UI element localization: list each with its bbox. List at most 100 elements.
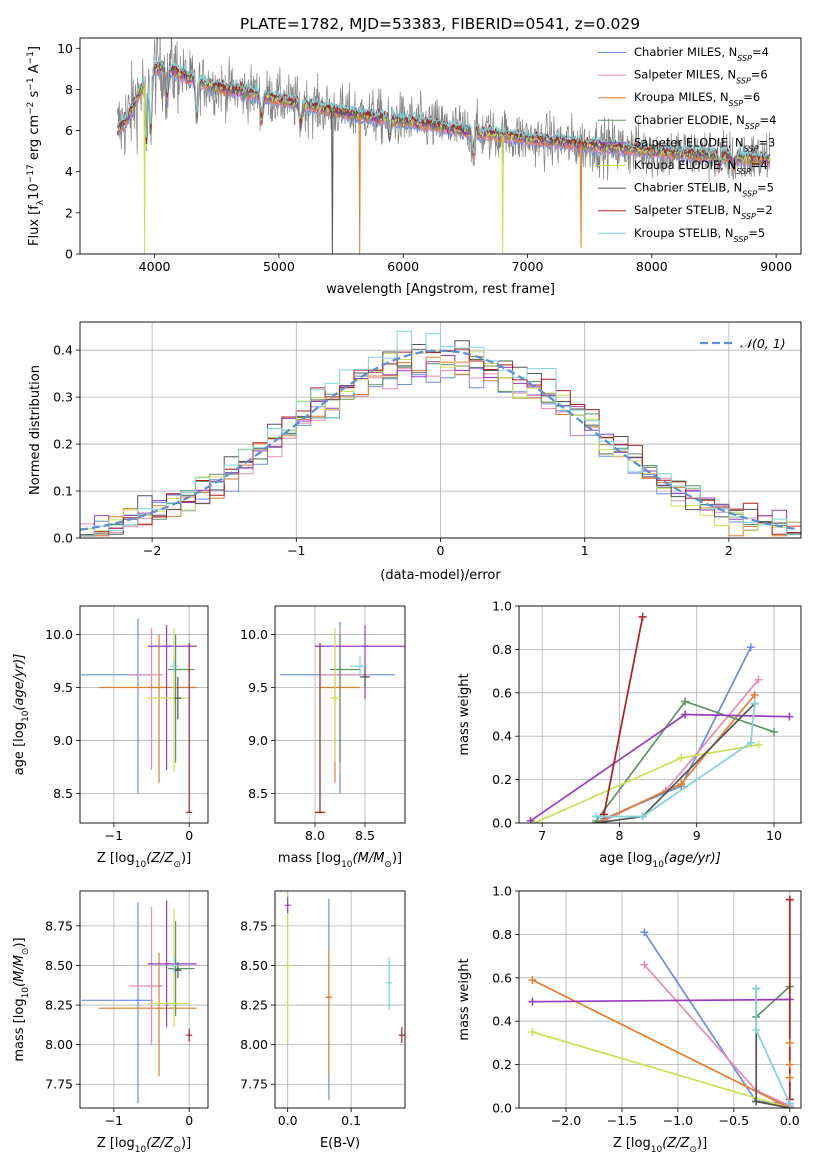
label-part: E(B-V): [320, 1136, 360, 1151]
histogram-step: [80, 330, 801, 538]
label-part: 10: [341, 860, 353, 870]
plus-marker: [677, 753, 686, 762]
x-tick-label: −1.0: [663, 1113, 693, 1128]
x-tick-label: 0.1: [341, 1113, 361, 1128]
y-tick-label: 9.0: [248, 733, 268, 748]
label-part: mass [log: [278, 851, 341, 866]
label-part: ⊙: [21, 948, 31, 956]
y-tick-label: 0.2: [492, 772, 512, 787]
y-tick-label: 8.5: [53, 786, 73, 801]
axes-mass-weight-vs-Z: −2.0 −1.5 −1.0 −0.5 0.0 0.0 0.2 0.4 0.6 0.8 1.0 Z […: [457, 884, 802, 1155]
legend-text: Chabrier STELIB, N: [634, 181, 742, 195]
plus-marker: [677, 779, 686, 788]
plot-area-age-vs-mass: [280, 621, 405, 814]
y-tick-label: 9.5: [248, 680, 268, 695]
x-tick-label: 7000: [512, 259, 544, 274]
x-tick-label: 8.5: [355, 828, 375, 843]
x-tick-label: 8: [615, 828, 623, 843]
label-part: wavelength [Angstrom, rest frame]: [326, 282, 555, 297]
label-part: 10: [652, 860, 664, 870]
label-part: erg cm: [27, 115, 42, 164]
x-axis-label: Z [log10(Z/Z⊙)]: [613, 1136, 707, 1155]
y-tick-label: 8.25: [45, 998, 73, 1013]
plot-area-mass-weight-vs-age: [526, 612, 794, 823]
y-tick-label: 0.8: [492, 927, 512, 942]
label-part: Z [log: [613, 1136, 651, 1151]
plus-marker: [640, 928, 649, 937]
y-tick-label: 0.4: [492, 729, 512, 744]
axes-frame: [274, 605, 406, 824]
y-tick-label: 0.0: [492, 816, 512, 831]
label-part: A: [27, 64, 42, 77]
label-part: −17: [26, 164, 36, 183]
axes-mass-vs-Z: −1 07.758.008.258.508.75Z [log10(Z/Z⊙)]ma…: [12, 890, 209, 1155]
plus-marker: [530, 819, 539, 823]
y-tick-label: 8.5: [248, 786, 268, 801]
legend-entry: Salpeter STELIB, NSSP=2: [634, 203, 773, 221]
y-tick-label: 9.5: [53, 680, 73, 695]
x-tick-label: 5000: [263, 259, 295, 274]
plus-marker: [746, 738, 755, 747]
label-part: (Z/Z: [146, 1136, 174, 1151]
plot-area-mass-vs-Z: [81, 900, 197, 1104]
label-part: )]: [392, 851, 402, 866]
label-part: ⊙: [384, 860, 392, 870]
axes-mass-vs-EBV: 0.0 0.1 7.75 8.00 8.25 8.50 8.75 E(B-V): [240, 890, 406, 1151]
x-tick-label: −1: [105, 1113, 123, 1128]
plus-marker: [769, 727, 778, 736]
weight-series-line: [643, 931, 790, 1105]
plot-area-spectrum: [116, 38, 771, 254]
legend-entry: Salpeter ELODIE, NSSP=3: [634, 135, 775, 153]
axes-frame: [79, 37, 802, 255]
axes-frame: [274, 890, 406, 1109]
plus-marker: [752, 1097, 761, 1106]
plot-area-residuals: [80, 330, 801, 538]
y-tick-label: 0.1: [53, 484, 73, 499]
x-axis-label: mass [log10(M/M⊙)]: [278, 851, 402, 870]
figure-title: PLATE=1782, MJD=53383, FIBERID=0541, z=0…: [240, 15, 640, 33]
x-tick-label: 0: [437, 543, 445, 558]
legend-suffix: =6: [743, 90, 760, 104]
axes-frame: [79, 605, 209, 824]
label-part: (M/M: [353, 851, 385, 866]
plus-marker: [752, 984, 761, 993]
x-tick-label: 9000: [760, 259, 792, 274]
model-spectrum-line: [116, 57, 770, 164]
y-tick-label: 8.00: [45, 1037, 73, 1052]
plot-area-mass-vs-EBV: [284, 894, 405, 1101]
x-tick-label: 8000: [636, 259, 668, 274]
y-tick-label: 9.0: [53, 733, 73, 748]
y-tick-label: 6: [65, 123, 73, 138]
plus-marker: [528, 1028, 537, 1037]
legend-suffix: =5: [757, 181, 774, 195]
label-part: mass weight: [457, 673, 472, 755]
y-tick-label: 8.50: [240, 958, 268, 973]
label-part: age [log: [599, 851, 652, 866]
x-axis-label: E(B-V): [320, 1136, 360, 1151]
x-tick-label: 2: [725, 543, 733, 558]
label-part: −2: [26, 102, 36, 115]
label-part: 10: [135, 1145, 147, 1155]
y-axis-label: mass weight: [457, 673, 472, 755]
y-tick-label: 0.2: [53, 437, 73, 452]
y-tick-label: 7.75: [45, 1077, 73, 1092]
absorption-spike: [331, 110, 334, 254]
axes-frame: [518, 890, 802, 1109]
legend-sub: SSP: [736, 167, 751, 176]
label-part: ⊙: [689, 1145, 697, 1155]
label-part: ]: [27, 46, 42, 51]
label-part: (Z/Z: [146, 851, 174, 866]
label-part: )]: [181, 1136, 191, 1151]
axes-age-vs-Z: −1 08.59.09.510.0Z [log10(Z/Z⊙)]age [log1…: [12, 605, 209, 870]
legend-text: Kroupa MILES, N: [634, 90, 729, 104]
x-tick-label: 10: [766, 828, 782, 843]
x-tick-label: 0.0: [780, 1113, 800, 1128]
y-tick-label: 0: [65, 247, 73, 262]
label-part: Z [log: [97, 1136, 135, 1151]
y-tick-label: 7.75: [240, 1077, 268, 1092]
x-axis-label: (data-model)/error: [380, 568, 501, 583]
y-tick-label: 0.6: [492, 970, 512, 985]
plus-marker: [638, 812, 647, 821]
